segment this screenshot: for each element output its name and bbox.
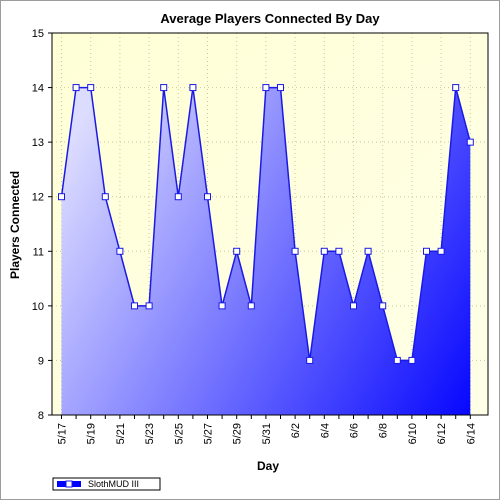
- y-tick-label: 14: [32, 83, 44, 95]
- data-point-6-5: [335, 247, 343, 255]
- series-markers: [58, 84, 474, 364]
- data-point-5-29: [233, 247, 241, 255]
- x-tick-label: 6/8: [378, 423, 390, 438]
- data-point-5-24: [160, 84, 168, 92]
- y-axis: 8 9 10 11 12 13 14 15: [32, 28, 52, 422]
- legend: SlothMUD III: [52, 477, 161, 491]
- x-axis-label: Day: [257, 459, 279, 473]
- y-tick-label: 8: [38, 410, 44, 422]
- data-point-6-8: [379, 302, 387, 310]
- x-tick-label: 5/29: [232, 423, 244, 444]
- data-point-6-1: [277, 84, 284, 92]
- data-point-5-25: [174, 193, 182, 201]
- x-tick-label: 5/27: [203, 423, 215, 444]
- plot-border: [51, 32, 489, 416]
- x-tick-label: 6/10: [407, 423, 419, 444]
- data-point-6-13: [452, 84, 460, 92]
- data-point-6-6: [350, 302, 357, 310]
- data-point-6-11: [423, 247, 430, 255]
- x-tick-label: 5/25: [173, 423, 185, 444]
- data-point-6-2: [291, 247, 299, 255]
- y-axis-label: Players Connected: [8, 171, 22, 279]
- legend-marker: [65, 480, 73, 488]
- legend-entry: SlothMUD III: [88, 479, 139, 489]
- x-tick-label: 5/17: [57, 423, 69, 444]
- data-point-6-10: [408, 356, 416, 364]
- x-tick-label: 5/21: [115, 423, 127, 444]
- y-tick-label: 15: [32, 28, 44, 40]
- data-point-5-22: [131, 302, 138, 310]
- x-tick-label: 6/12: [436, 423, 448, 444]
- x-tick-label: 6/4: [319, 423, 331, 438]
- data-point-5-26: [189, 84, 197, 92]
- data-point-5-28: [218, 302, 226, 310]
- x-tick-label: 6/14: [465, 423, 477, 444]
- y-tick-label: 13: [32, 137, 44, 149]
- data-point-5-17: [58, 193, 65, 201]
- series-area: [61, 87, 471, 416]
- data-point-6-3: [306, 356, 314, 364]
- x-tick-label: 5/23: [144, 423, 156, 444]
- data-point-6-7: [364, 247, 372, 255]
- data-point-5-31: [262, 84, 270, 92]
- data-point-6-4: [320, 247, 328, 255]
- x-axis: 5/17 5/19 5/21 5/23 5/25 5/27 5/29 5/31 6/2 6/4 6/…: [57, 415, 477, 444]
- data-point-5-27: [204, 193, 211, 201]
- data-point-5-20: [101, 193, 109, 201]
- data-point-6-12: [437, 247, 445, 255]
- x-tick-label: 6/6: [349, 423, 361, 438]
- data-point-5-18: [72, 84, 80, 92]
- data-point-5-19: [87, 84, 95, 92]
- x-tick-label: 5/19: [86, 423, 98, 444]
- data-point-5-23: [145, 302, 153, 310]
- y-tick-label: 9: [38, 355, 44, 367]
- y-tick-label: 10: [32, 301, 44, 313]
- y-tick-label: 11: [33, 246, 44, 258]
- data-point-6-9: [393, 356, 401, 364]
- x-tick-label: 5/31: [261, 423, 273, 444]
- data-point-5-21: [116, 247, 124, 255]
- data-point-6-14: [466, 138, 474, 146]
- x-tick-label: 6/2: [290, 423, 302, 438]
- data-point-5-30: [247, 302, 255, 310]
- y-tick-label: 12: [32, 192, 44, 204]
- chart-title: Average Players Connected By Day: [160, 11, 380, 26]
